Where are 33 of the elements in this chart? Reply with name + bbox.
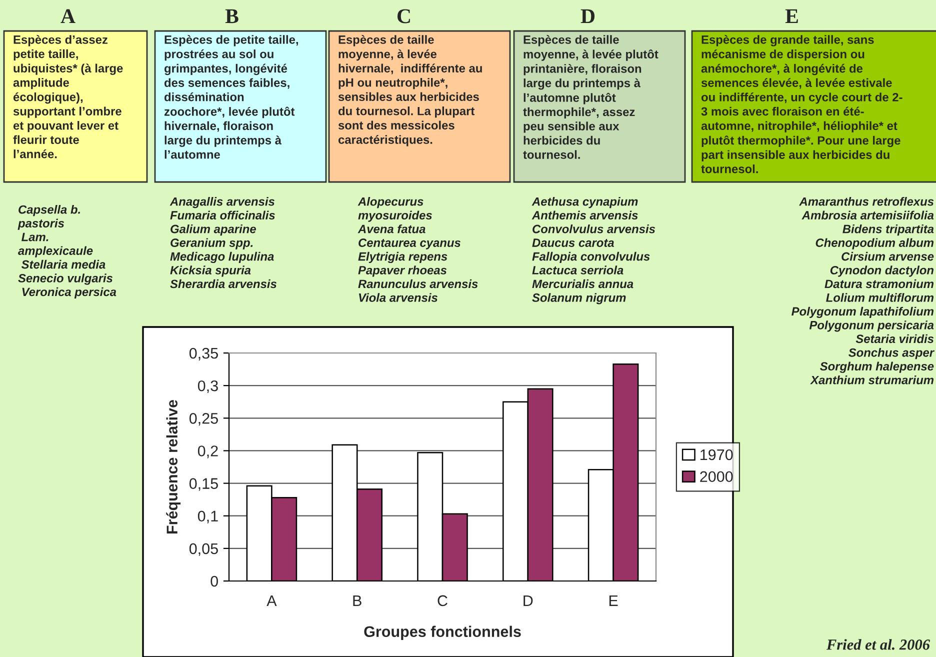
text: Espèces d’assez petite taille, ubiquistes* (à large amplitude écologique), supportant l’ombre et pouvant lever et fleurir toute l’année. [13, 35, 123, 158]
x-tick-label: E [609, 595, 618, 606]
y-tick-label: 0,35 [189, 348, 218, 360]
legend-label: 2000 [700, 471, 733, 482]
x-tick-label: B [353, 595, 362, 606]
text: Capsella b. pastoris Lam. amplexicaule Stellaria media Senecio vulgaris Veronica persica [18, 205, 116, 299]
x-tick-label: D [524, 595, 533, 606]
text: Espèces de grande taille, sans mécanisme de dispersion ou anémochore*, à longévité de semences élevée, à levée estivale ou indifférente, un cycle court de 2- 3 mois avec floraison en été- automne, nitrophile*, héliophile* et plutôt thermophile*. Pour une large part insensible aux herbicides du tournesol. [701, 35, 902, 174]
text: Espèces de taille moyenne, à levée hivernale, indifférente au pH ou neutrophile*, sensibles aux herbicides du tournesol. La plupart sont des messicoles caractéristiques. [338, 35, 482, 146]
text: Espèces de taille moyenne, à levée plutôt printanière, floraison large du printemps à l’automne plutôt thermophile*, assez peu sensible aux herbicides du tournesol. [523, 35, 658, 159]
text: D [580, 9, 595, 24]
text: Aethusa cynapium Anthemis arvensis Convolvulus arvensis Daucus carota Fallopia convolvulus Lactuca serriola Mercurialis annua Solanum nigrum [532, 197, 656, 304]
text: B [225, 9, 238, 24]
y-tick-label: 0,2 [198, 446, 218, 458]
x-tick-label: A [266, 595, 277, 606]
x-axis-title: Groupes fonctionnels [364, 626, 521, 640]
text: A [60, 9, 76, 24]
text: C [397, 9, 410, 24]
y-tick-label: 0,05 [189, 543, 218, 556]
text: Alopecurus myosuroides Avena fatua Centaurea cyanus Elytrigia repens Papaver rhoeas Ranunculus arvensis Viola arvensis [358, 197, 478, 302]
x-tick-label: C [438, 595, 448, 606]
legend-label: 1970 [700, 449, 733, 460]
y-tick-label: 0,3 [198, 380, 218, 394]
text: Espèces de petite taille, prostrées au sol ou grimpantes, longévité des semences faibles, dissémination zoochore*, levée plutôt hivernale, floraison large du printemps à l’automne [164, 35, 298, 159]
text: Fried et al. 2006 [826, 639, 930, 650]
y-tick-label: 0,25 [189, 413, 218, 426]
text: Amaranthus retroflexus Ambrosia artemisiifolia Bidens tripartita Chenopodium album Cirsium arvense Cynodon dactylon Datura stramonium Lolium multiflorum Polygonum lapathifolium Polygonum persicaria Setaria viridis Sonchus asper Sorghum halepense Xanthium strumarium [792, 197, 935, 384]
y-tick-label: 0,1 [198, 510, 218, 524]
text: E [785, 9, 798, 24]
y-tick-label: 0,15 [189, 478, 218, 491]
y-axis-title: Fréquence relative [166, 400, 181, 534]
y-tick-label: 0 [210, 576, 218, 587]
text: Anagallis arvensis Fumaria officinalis Galium aparine Geranium spp. Medicago lupulina Kicksia spuria Sherardia arvensis [170, 197, 276, 288]
